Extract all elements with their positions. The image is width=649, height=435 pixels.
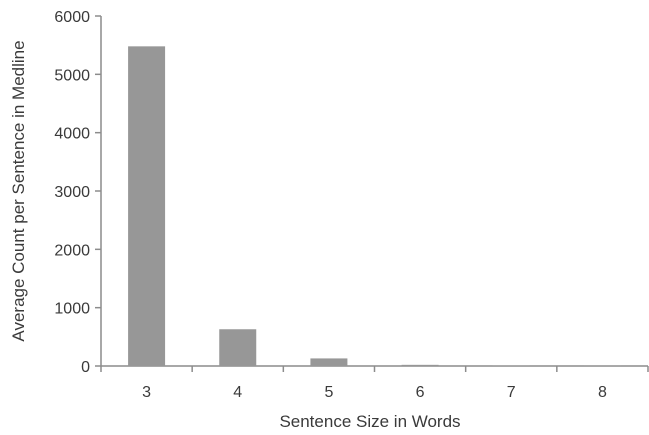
y-tick-label: 3000	[54, 184, 90, 201]
bar-6	[401, 364, 439, 366]
x-axis-title: Sentence Size in Words	[279, 412, 460, 431]
x-tick-label: 6	[416, 384, 425, 401]
bar-5	[310, 358, 348, 366]
x-tick-label: 4	[233, 384, 242, 401]
y-tick-label: 0	[81, 359, 90, 376]
y-tick-label: 6000	[54, 9, 90, 26]
x-tick-label: 8	[598, 384, 607, 401]
y-tick-label: 4000	[54, 126, 90, 143]
x-axis: 3 4 5 6 7 8	[100, 365, 649, 401]
y-tick-label: 5000	[54, 67, 90, 84]
y-tick-label: 1000	[54, 301, 90, 318]
bar-4	[219, 329, 257, 366]
bar-3	[128, 46, 166, 366]
x-tick-label: 3	[142, 384, 151, 401]
x-tick-label: 5	[324, 384, 333, 401]
y-axis-title: Average Count per Sentence in Medline	[9, 40, 28, 341]
y-tick-label: 2000	[54, 242, 90, 259]
x-tick-label: 7	[507, 384, 516, 401]
y-axis: 0 1000 2000 3000 4000 5000 6000	[54, 9, 102, 376]
bars	[128, 46, 621, 366]
